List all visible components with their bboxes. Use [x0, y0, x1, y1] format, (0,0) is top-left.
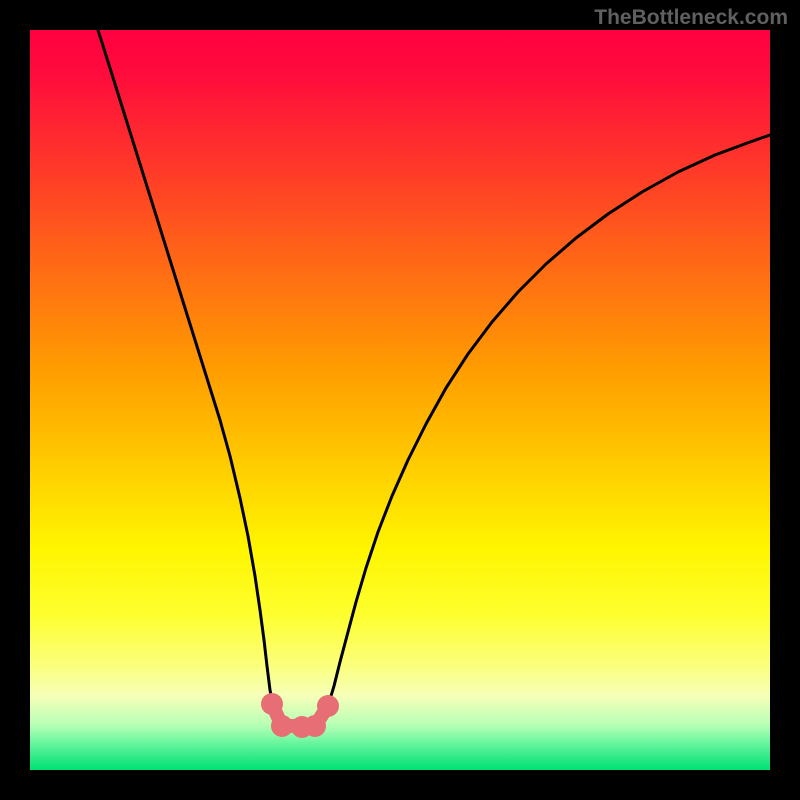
plot-area — [30, 30, 770, 770]
bottleneck-curve — [98, 30, 770, 725]
curve-layer — [30, 30, 770, 770]
watermark-text: TheBottleneck.com — [594, 6, 788, 30]
data-marker — [317, 695, 339, 717]
data-marker — [271, 715, 293, 737]
chart-frame — [30, 30, 770, 770]
data-marker — [304, 715, 326, 737]
data-marker — [261, 693, 283, 715]
